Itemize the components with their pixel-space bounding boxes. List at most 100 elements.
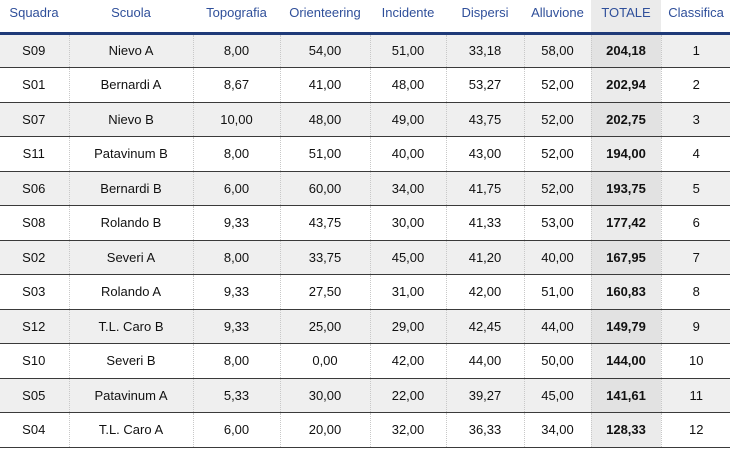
totale-cell: 167,95	[590, 240, 661, 275]
table-row[interactable]: S11 Patavinum B 8,00 51,00 40,00 43,00 52,00 19…	[0, 136, 730, 172]
squadra-cell: S08	[0, 205, 69, 241]
dispersi-cell: 53,27	[445, 67, 524, 103]
topografia-cell: 9,33	[192, 309, 280, 344]
alluvione-cell: 58,00	[523, 33, 591, 68]
col-header-dispersi[interactable]: Dispersi	[446, 0, 524, 35]
col-header-topografia[interactable]: Topografia	[193, 0, 280, 35]
classifica-cell: 11	[660, 378, 730, 413]
totale-cell: 204,18	[590, 33, 661, 68]
table-row[interactable]: S12 T.L. Caro B 9,33 25,00 29,00 42,45 44,00 14…	[0, 309, 730, 344]
table-row[interactable]: S02 Severi A 8,00 33,75 45,00 41,20 40,00 167,9…	[0, 240, 730, 275]
incidente-cell: 48,00	[369, 67, 446, 103]
alluvione-cell: 50,00	[523, 343, 591, 379]
classifica-cell: 12	[660, 412, 730, 448]
classifica-cell: 8	[660, 274, 730, 310]
dispersi-cell: 44,00	[445, 343, 524, 379]
orienteering-cell: 20,00	[279, 412, 370, 448]
totale-cell: 177,42	[590, 205, 661, 241]
squadra-cell: S05	[0, 378, 69, 413]
classifica-cell: 2	[660, 67, 730, 103]
scuola-cell: Bernardi A	[68, 67, 193, 103]
squadra-cell: S03	[0, 274, 69, 310]
table-row[interactable]: S10 Severi B 8,00 0,00 42,00 44,00 50,00 144,00…	[0, 343, 730, 379]
totale-cell: 160,83	[590, 274, 661, 310]
classifica-cell: 7	[660, 240, 730, 275]
squadra-cell: S12	[0, 309, 69, 344]
col-header-squadra[interactable]: Squadra	[0, 0, 69, 35]
dispersi-cell: 33,18	[445, 33, 524, 68]
dispersi-cell: 41,33	[445, 205, 524, 241]
totale-cell: 202,75	[590, 102, 661, 137]
orienteering-cell: 27,50	[279, 274, 370, 310]
table-row[interactable]: S07 Nievo B 10,00 48,00 49,00 43,75 52,00 202,7…	[0, 102, 730, 137]
topografia-cell: 8,00	[192, 33, 280, 68]
alluvione-cell: 52,00	[523, 171, 591, 206]
col-header-orienteering[interactable]: Orienteering	[280, 0, 370, 35]
table-row[interactable]: S05 Patavinum A 5,33 30,00 22,00 39,27 45,00 14…	[0, 378, 730, 413]
alluvione-cell: 52,00	[523, 67, 591, 103]
table-row[interactable]: S06 Bernardi B 6,00 60,00 34,00 41,75 52,00 193…	[0, 171, 730, 206]
dispersi-cell: 41,75	[445, 171, 524, 206]
dispersi-cell: 43,00	[445, 136, 524, 172]
totale-cell: 128,33	[590, 412, 661, 448]
orienteering-cell: 43,75	[279, 205, 370, 241]
squadra-cell: S10	[0, 343, 69, 379]
table-row[interactable]: S04 T.L. Caro A 6,00 20,00 32,00 36,33 34,00 12…	[0, 412, 730, 448]
totale-cell: 194,00	[590, 136, 661, 172]
classifica-cell: 3	[660, 102, 730, 137]
alluvione-cell: 34,00	[523, 412, 591, 448]
topografia-cell: 8,00	[192, 240, 280, 275]
col-header-alluvione[interactable]: Alluvione	[524, 0, 591, 35]
orienteering-cell: 41,00	[279, 67, 370, 103]
orienteering-cell: 25,00	[279, 309, 370, 344]
orienteering-cell: 54,00	[279, 33, 370, 68]
col-header-classifica[interactable]: Classifica	[661, 0, 730, 35]
orienteering-cell: 51,00	[279, 136, 370, 172]
totale-cell: 193,75	[590, 171, 661, 206]
dispersi-cell: 43,75	[445, 102, 524, 137]
col-header-incidente[interactable]: Incidente	[370, 0, 446, 35]
squadra-cell: S07	[0, 102, 69, 137]
dispersi-cell: 41,20	[445, 240, 524, 275]
table-row[interactable]: S03 Rolando A 9,33 27,50 31,00 42,00 51,00 160,…	[0, 274, 730, 310]
incidente-cell: 42,00	[369, 343, 446, 379]
orienteering-cell: 60,00	[279, 171, 370, 206]
topografia-cell: 10,00	[192, 102, 280, 137]
orienteering-cell: 33,75	[279, 240, 370, 275]
alluvione-cell: 52,00	[523, 136, 591, 172]
scuola-cell: Patavinum B	[68, 136, 193, 172]
alluvione-cell: 52,00	[523, 102, 591, 137]
alluvione-cell: 44,00	[523, 309, 591, 344]
table-body: S09 Nievo A 8,00 54,00 51,00 33,18 58,00 204,18…	[0, 33, 730, 448]
scuola-cell: Severi B	[68, 343, 193, 379]
col-header-scuola[interactable]: Scuola	[69, 0, 193, 35]
squadra-cell: S04	[0, 412, 69, 448]
alluvione-cell: 53,00	[523, 205, 591, 241]
classifica-cell: 10	[660, 343, 730, 379]
incidente-cell: 45,00	[369, 240, 446, 275]
incidente-cell: 32,00	[369, 412, 446, 448]
orienteering-cell: 48,00	[279, 102, 370, 137]
dispersi-cell: 36,33	[445, 412, 524, 448]
incidente-cell: 49,00	[369, 102, 446, 137]
dispersi-cell: 42,45	[445, 309, 524, 344]
table-row[interactable]: S08 Rolando B 9,33 43,75 30,00 41,33 53,00 177,…	[0, 205, 730, 241]
totale-cell: 202,94	[590, 67, 661, 103]
dispersi-cell: 39,27	[445, 378, 524, 413]
classifica-cell: 9	[660, 309, 730, 344]
incidente-cell: 31,00	[369, 274, 446, 310]
incidente-cell: 51,00	[369, 33, 446, 68]
table-row[interactable]: S01 Bernardi A 8,67 41,00 48,00 53,27 52,00 202…	[0, 67, 730, 103]
classifica-cell: 1	[660, 33, 730, 68]
orienteering-cell: 0,00	[279, 343, 370, 379]
topografia-cell: 8,00	[192, 136, 280, 172]
scuola-cell: Nievo B	[68, 102, 193, 137]
topografia-cell: 6,00	[192, 412, 280, 448]
table-row[interactable]: S09 Nievo A 8,00 54,00 51,00 33,18 58,00 204,18…	[0, 33, 730, 68]
incidente-cell: 40,00	[369, 136, 446, 172]
incidente-cell: 30,00	[369, 205, 446, 241]
header-row: Squadra Scuola Topografia Orienteering I…	[0, 0, 730, 35]
topografia-cell: 9,33	[192, 205, 280, 241]
col-header-totale[interactable]: TOTALE	[591, 0, 661, 35]
